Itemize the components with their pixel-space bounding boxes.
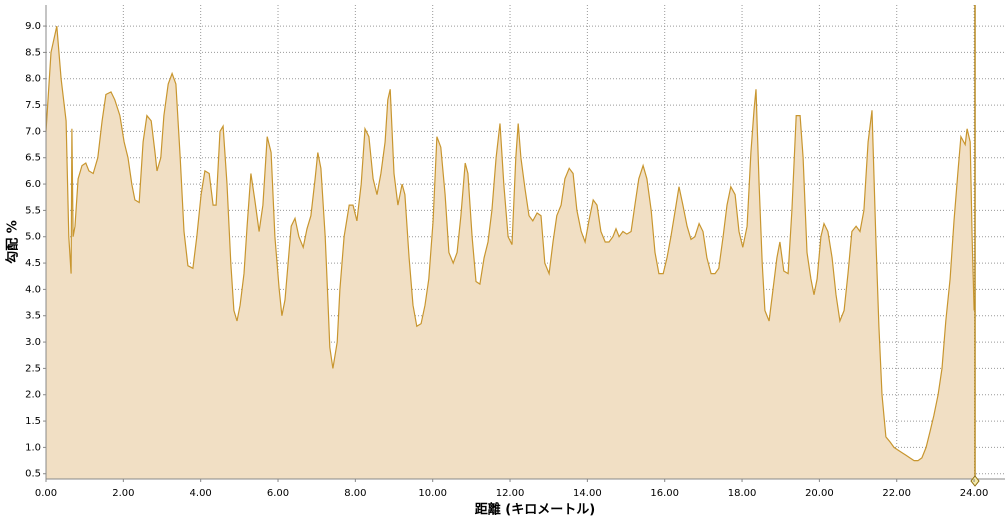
- labels: 0.5 1.0 1.5 2.0 2.5 3.0 3.5 4.0 4.5 5.0 5.5 6.0 6.5 7…: [25, 21, 988, 499]
- x-tick-label: 10.00: [418, 488, 447, 499]
- x-tick-label: 22.00: [882, 488, 911, 499]
- y-tick-label: 3.0: [25, 337, 41, 348]
- x-tick-label: 14.00: [573, 488, 602, 499]
- y-axis-title: 勾配 %: [5, 220, 21, 264]
- marks: [45, 25, 975, 479]
- x-tick-label: 24.00: [960, 488, 989, 499]
- y-tick-label: 2.5: [25, 363, 41, 374]
- y-tick-label: 1.0: [25, 442, 41, 453]
- y-tick-label: 6.0: [25, 179, 41, 190]
- y-tick-label: 2.0: [25, 390, 41, 401]
- x-tick-label: 4.00: [190, 488, 212, 499]
- y-tick-label: 1.5: [25, 416, 41, 427]
- y-tick-label: 8.0: [25, 74, 41, 85]
- x-axis-title: 距離 (キロメートル): [475, 502, 595, 518]
- y-tick-label: 8.5: [25, 47, 41, 58]
- y-tick-label: 3.5: [25, 311, 41, 322]
- y-tick-label: 4.5: [25, 258, 41, 269]
- y-tick-label: 7.5: [25, 100, 41, 111]
- x-tick-label: 12.00: [496, 488, 525, 499]
- x-tick-label: 16.00: [650, 488, 679, 499]
- y-tick-label: 5.0: [25, 232, 41, 243]
- y-tick-label: 7.0: [25, 126, 41, 137]
- cursor-marker: [970, 475, 980, 487]
- area-fill: [46, 26, 975, 479]
- y-tick-label: 0.5: [25, 469, 41, 480]
- x-tick-label: 6.00: [267, 488, 289, 499]
- y-tick-label: 4.0: [25, 284, 41, 295]
- y-tick-label: 9.0: [25, 21, 41, 32]
- x-tick-label: 2.00: [112, 488, 134, 499]
- x-tick-label: 18.00: [728, 488, 757, 499]
- x-tick-label: 8.00: [344, 488, 366, 499]
- x-tick-label: 0.00: [35, 488, 57, 499]
- x-tick-label: 20.00: [805, 488, 834, 499]
- y-tick-label: 6.5: [25, 153, 41, 164]
- area-line: [45, 25, 975, 462]
- y-tick-label: 5.5: [25, 205, 41, 216]
